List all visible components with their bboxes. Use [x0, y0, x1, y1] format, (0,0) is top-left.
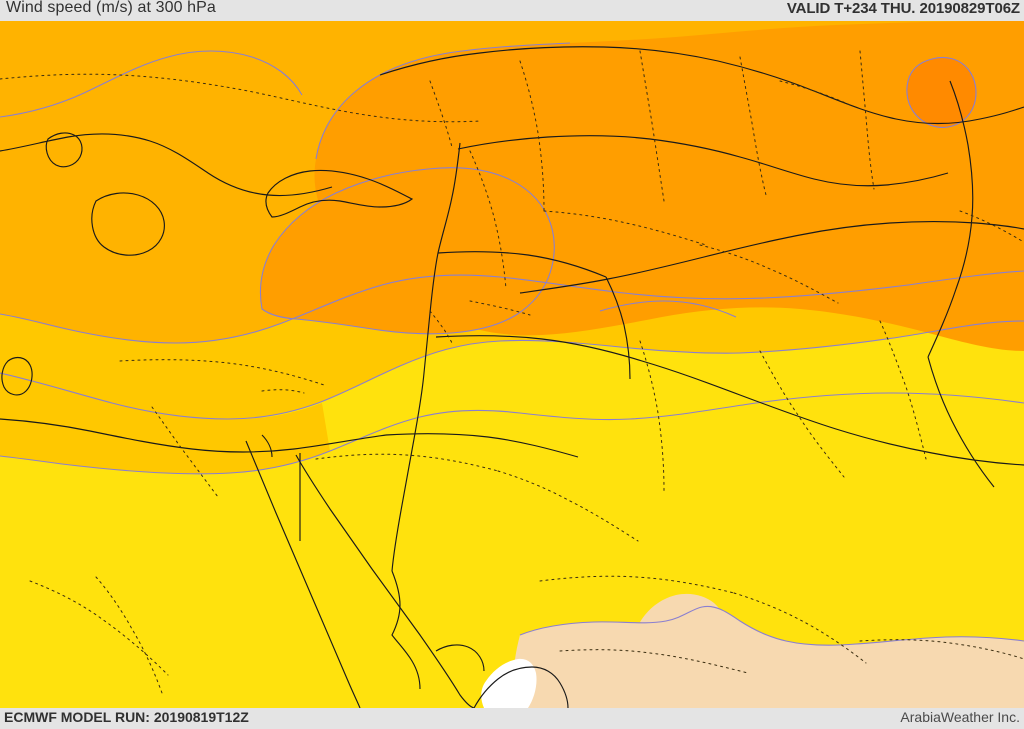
- model-run-label: ECMWF MODEL RUN: 20190819T12Z: [4, 709, 249, 725]
- header-bar: Wind speed (m/s) at 300 hPa VALID T+234 …: [0, 0, 1024, 21]
- contour-map-svg: [0, 21, 1024, 708]
- footer-bar: ECMWF MODEL RUN: 20190819T12Z ArabiaWeat…: [0, 708, 1024, 729]
- page-title: Wind speed (m/s) at 300 hPa: [6, 0, 216, 16]
- weather-map-canvas[interactable]: [0, 21, 1024, 708]
- brand-attribution: ArabiaWeather Inc.: [900, 709, 1020, 725]
- valid-time-label: VALID T+234 THU. 20190829T06Z: [786, 0, 1020, 17]
